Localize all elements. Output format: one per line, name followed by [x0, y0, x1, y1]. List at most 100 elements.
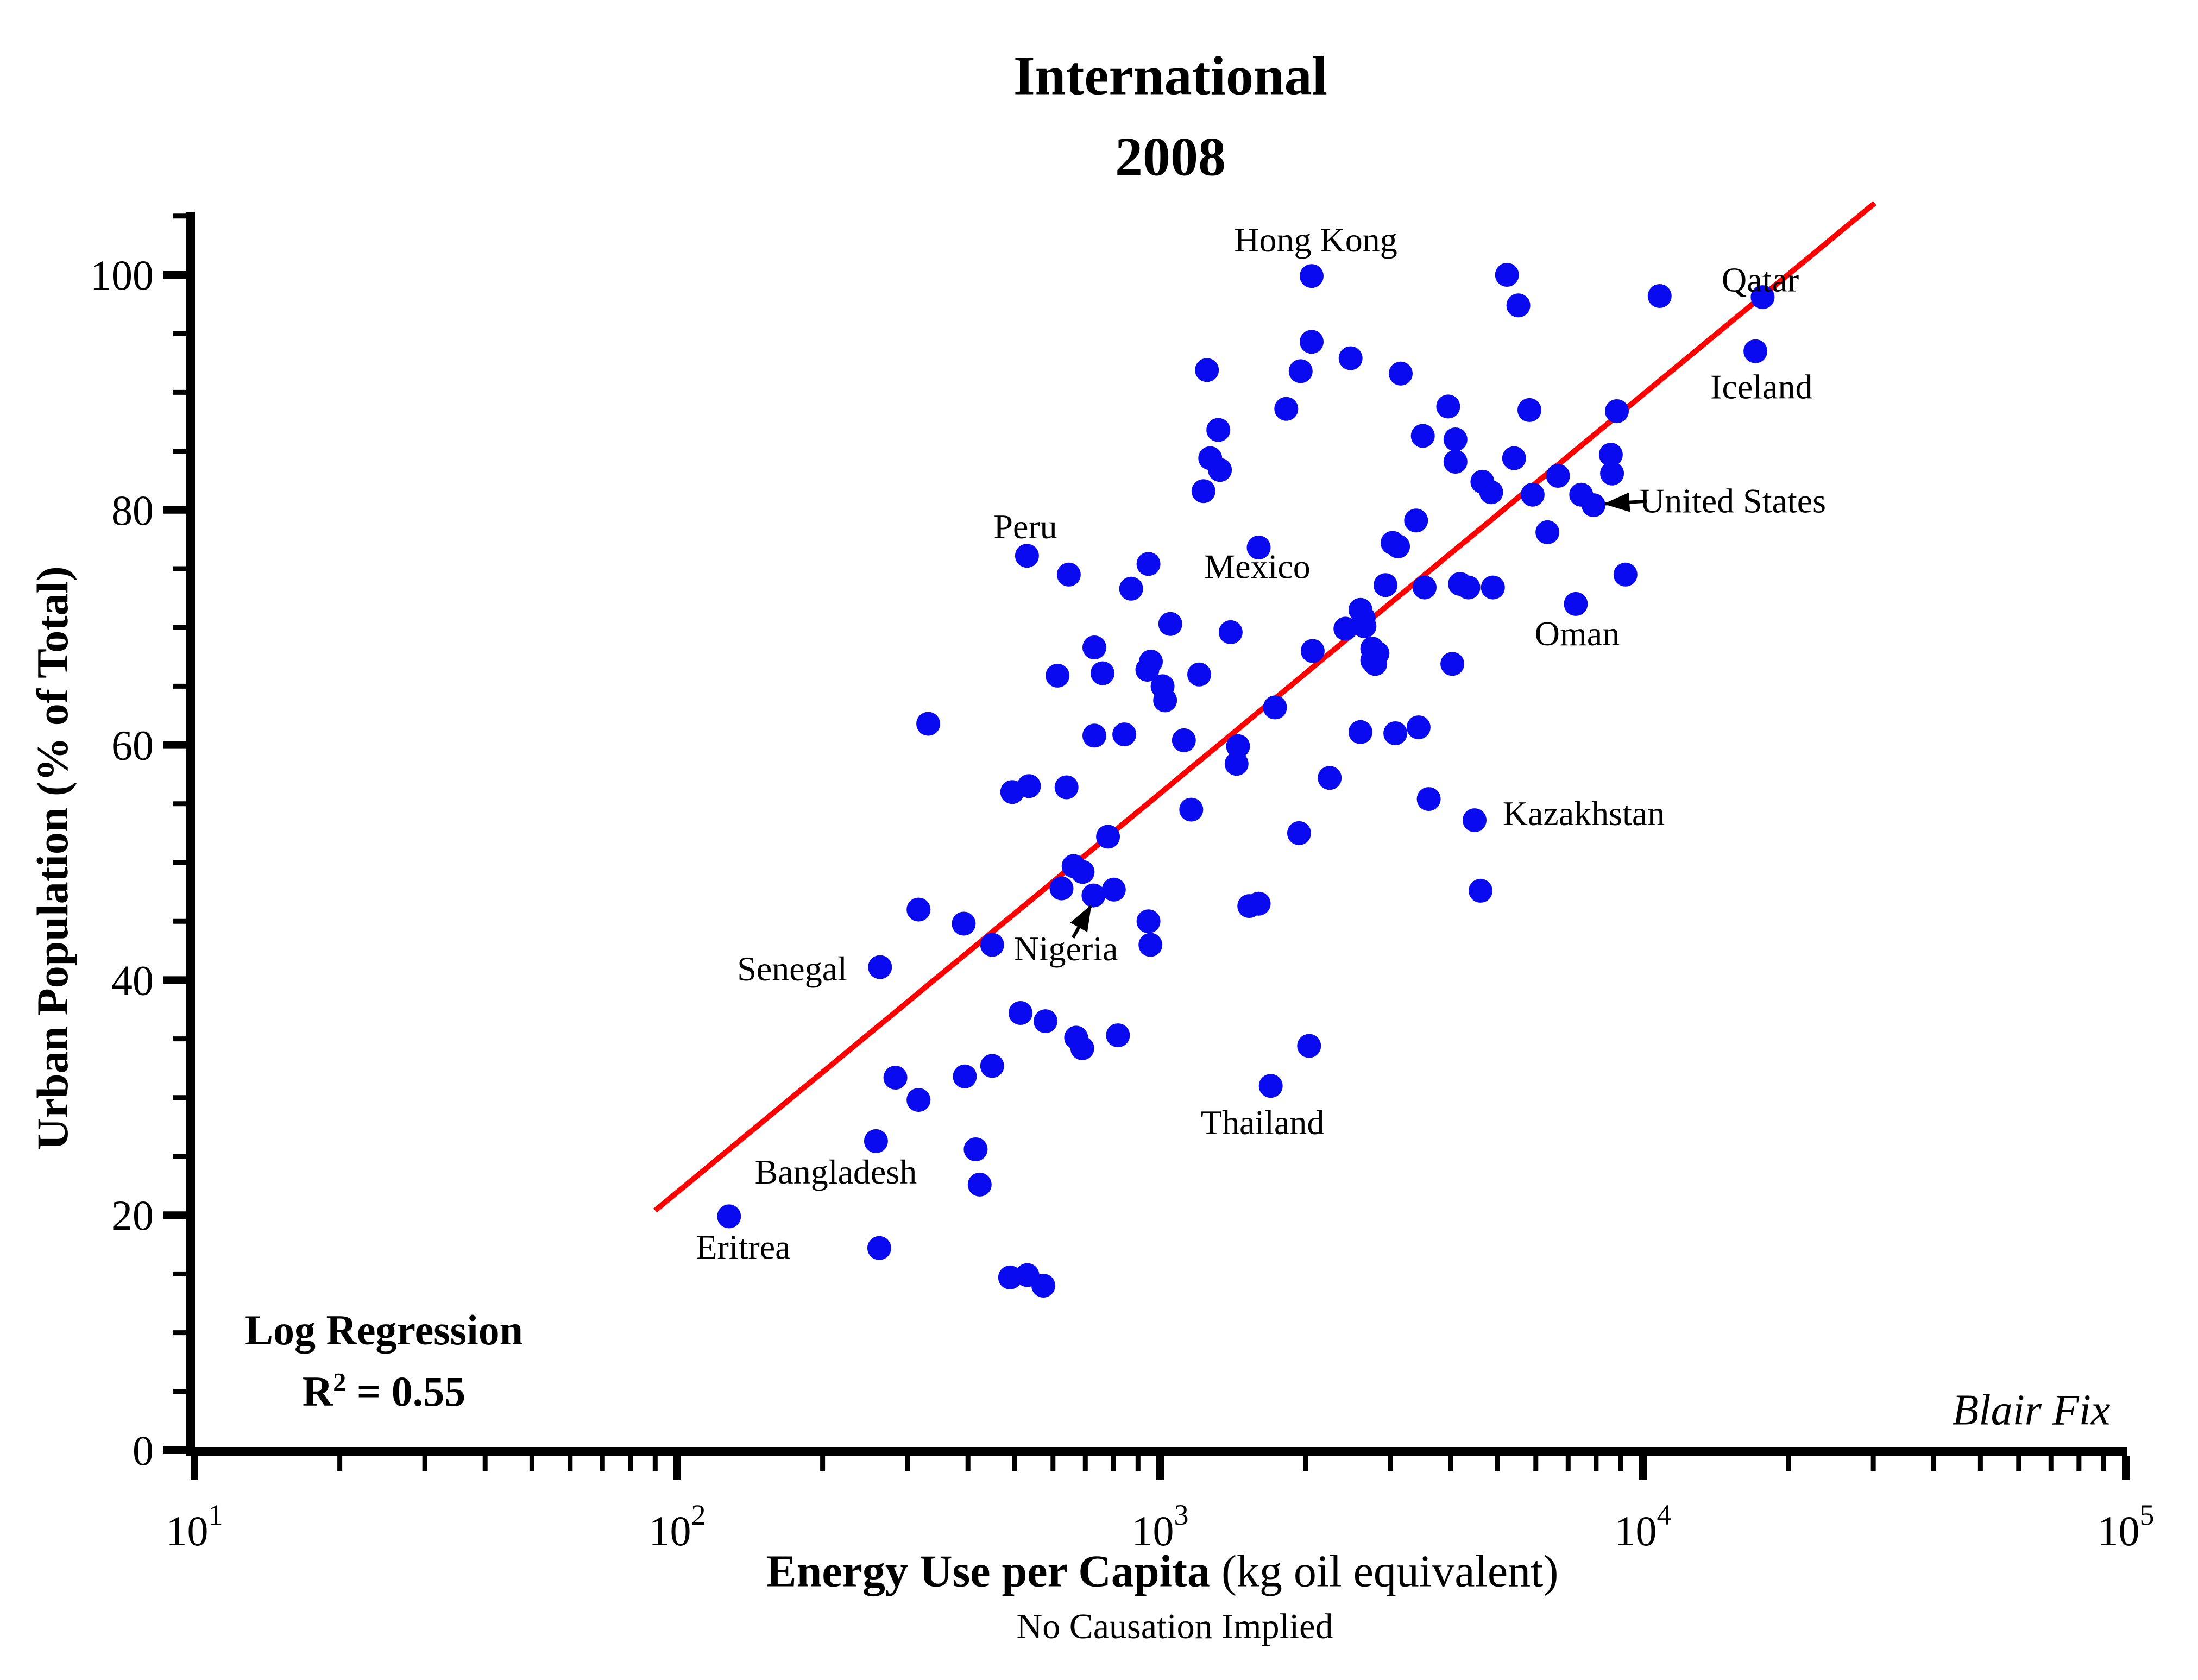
data-point — [916, 712, 941, 736]
data-point — [1015, 544, 1039, 568]
data-point — [1564, 592, 1588, 616]
data-point — [1456, 575, 1481, 600]
data-point — [1138, 933, 1163, 957]
data-point — [1106, 1023, 1130, 1048]
data-point — [1195, 358, 1219, 382]
country-label: Hong Kong — [1234, 221, 1397, 259]
data-point — [967, 1172, 992, 1197]
country-label: Oman — [1535, 614, 1620, 653]
data-point — [1049, 876, 1074, 901]
country-label: Senegal — [737, 949, 847, 988]
data-point — [1600, 461, 1624, 486]
data-point — [1300, 330, 1324, 354]
data-point — [1374, 573, 1397, 597]
data-point — [1479, 480, 1503, 505]
y-tick-label: 40 — [111, 957, 154, 1004]
data-point — [1318, 766, 1342, 790]
data-point — [1546, 464, 1570, 488]
data-point — [868, 955, 892, 979]
data-point — [883, 1066, 908, 1090]
country-label: United States — [1640, 482, 1826, 520]
data-point — [1070, 860, 1095, 884]
data-point — [1647, 284, 1672, 308]
data-point — [1263, 695, 1287, 720]
stats-note-line1: Log Regression — [244, 1306, 524, 1354]
y-tick-label: 0 — [133, 1427, 154, 1474]
data-point — [1136, 909, 1161, 934]
data-point — [1338, 346, 1363, 370]
country-label: Thailand — [1201, 1103, 1324, 1142]
stats-note-line2: R2 = 0.55 — [303, 1367, 465, 1416]
data-point — [1348, 720, 1372, 744]
data-point — [1056, 562, 1081, 587]
data-point — [1363, 652, 1388, 676]
data-point — [1246, 891, 1271, 916]
data-point — [1389, 361, 1413, 386]
country-label: Peru — [993, 507, 1057, 546]
data-point — [1112, 722, 1137, 747]
data-point — [1246, 536, 1271, 559]
data-point — [1258, 1074, 1283, 1098]
data-point — [1274, 397, 1299, 421]
data-point — [1582, 493, 1605, 518]
data-point — [1520, 482, 1545, 507]
country-label: Mexico — [1204, 548, 1311, 586]
data-point — [1158, 612, 1182, 636]
x-axis-subtitle: No Causation Implied — [1016, 1607, 1333, 1646]
data-point — [1300, 264, 1324, 288]
data-point — [1598, 443, 1623, 467]
data-point — [1046, 663, 1070, 688]
data-point — [1416, 787, 1441, 811]
data-point — [1469, 878, 1492, 903]
data-point — [906, 897, 931, 922]
data-point — [1136, 552, 1161, 576]
data-point — [1091, 661, 1114, 685]
data-point — [1535, 520, 1560, 544]
x-axis-title-unit: (kg oil equivalent) — [1210, 1546, 1559, 1597]
data-point — [1481, 575, 1505, 600]
data-point — [1463, 808, 1487, 833]
data-point — [1436, 394, 1460, 419]
data-point — [1224, 752, 1249, 776]
data-point — [952, 911, 976, 936]
country-label: Iceland — [1710, 368, 1812, 406]
country-label: Kazakhstan — [1503, 794, 1665, 833]
chart-title-line2: 2008 — [1115, 126, 1226, 188]
y-axis-title: Urban Population (% of Total) — [28, 566, 77, 1150]
data-point — [1119, 576, 1143, 601]
data-point — [1404, 508, 1428, 533]
data-point — [1172, 728, 1196, 752]
r-symbol: R — [302, 1368, 333, 1415]
data-point — [1191, 479, 1215, 504]
data-point — [867, 1236, 891, 1260]
x-tick-label: 104 — [1615, 1499, 1672, 1555]
x-tick-label: 102 — [649, 1499, 706, 1555]
data-point — [1226, 734, 1250, 758]
data-point — [1406, 715, 1431, 740]
data-point — [717, 1204, 741, 1229]
data-point — [1096, 825, 1120, 849]
data-point — [1440, 652, 1465, 676]
data-point — [1101, 877, 1126, 902]
x-axis-title-main: Energy Use per Capita — [766, 1546, 1210, 1597]
data-point — [1054, 775, 1079, 800]
data-point — [864, 1129, 888, 1153]
data-point — [1153, 688, 1177, 713]
data-point — [1613, 562, 1638, 587]
author-signature: Blair Fix — [1952, 1386, 2111, 1434]
data-point — [1187, 662, 1211, 687]
country-label: Bangladesh — [755, 1153, 917, 1191]
data-point — [1208, 458, 1232, 482]
country-label: Qatar — [1722, 261, 1799, 299]
data-point — [1495, 263, 1519, 287]
data-point — [1605, 399, 1629, 423]
data-point — [1386, 534, 1410, 558]
data-point — [1443, 450, 1468, 474]
data-point — [1502, 446, 1526, 470]
x-tick-label: 105 — [2098, 1499, 2155, 1555]
data-point — [1139, 650, 1163, 674]
r-exponent: 2 — [333, 1368, 347, 1397]
data-point — [953, 1064, 977, 1088]
